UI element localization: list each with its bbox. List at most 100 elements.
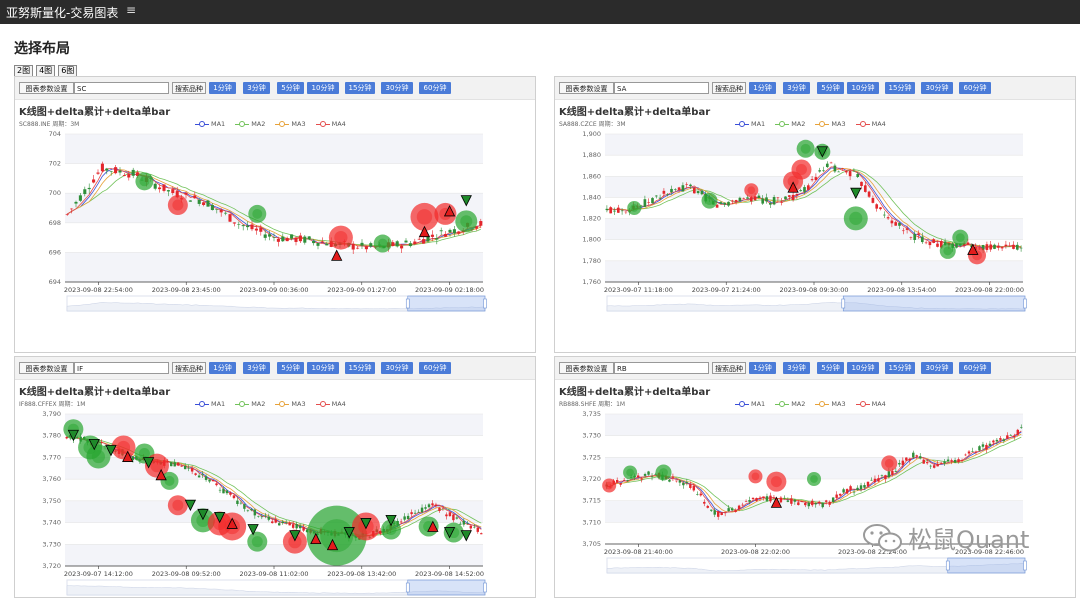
candle[interactable] [845, 489, 849, 494]
zoom-slider[interactable] [66, 579, 487, 596]
candle[interactable] [939, 462, 943, 464]
candle[interactable] [837, 171, 841, 173]
buy-marker[interactable] [427, 520, 439, 532]
candle[interactable] [222, 488, 225, 494]
candle[interactable] [176, 462, 180, 466]
candle[interactable] [408, 243, 412, 247]
candle[interactable] [768, 203, 772, 205]
zoom-slider[interactable] [606, 295, 1027, 312]
candle[interactable] [197, 199, 201, 204]
candle[interactable] [867, 191, 871, 197]
candle[interactable] [814, 177, 818, 181]
candle[interactable] [831, 497, 835, 503]
candle[interactable] [457, 231, 461, 234]
candle[interactable] [1004, 244, 1008, 247]
buy-marker[interactable] [443, 205, 456, 217]
candle[interactable] [647, 202, 651, 203]
candle[interactable] [668, 479, 671, 482]
candle[interactable] [818, 501, 821, 504]
candle[interactable] [671, 476, 675, 478]
candle[interactable] [654, 195, 658, 197]
candle[interactable] [254, 228, 258, 231]
chart-settings-button[interactable]: 图表参数设置 [559, 82, 614, 94]
candle[interactable] [999, 438, 1002, 440]
period-button[interactable]: 60分钟 [959, 362, 991, 374]
candle[interactable] [201, 474, 204, 476]
candle[interactable] [723, 202, 727, 205]
candle[interactable] [703, 501, 706, 504]
sell-marker[interactable] [289, 530, 301, 542]
candle[interactable] [891, 470, 894, 475]
zoom-slider[interactable] [606, 557, 1027, 574]
period-button[interactable]: 30分钟 [381, 82, 413, 94]
candle[interactable] [445, 514, 448, 517]
candle[interactable] [438, 507, 441, 511]
candle[interactable] [856, 174, 860, 177]
period-button[interactable]: 15分钟 [345, 82, 375, 94]
candle[interactable] [184, 192, 188, 195]
candle[interactable] [285, 238, 289, 242]
candle[interactable] [241, 225, 245, 227]
legend-item[interactable]: MA2 [235, 120, 265, 128]
candle[interactable] [761, 198, 765, 204]
candle[interactable] [833, 165, 837, 172]
sell-marker[interactable] [184, 499, 197, 512]
legend-item[interactable]: MA4 [855, 120, 886, 128]
symbol-input[interactable]: RB [614, 362, 709, 374]
search-symbol-button[interactable]: 搜索品种 [712, 82, 746, 94]
period-button[interactable]: 30分钟 [381, 362, 413, 374]
period-button[interactable]: 60分钟 [419, 82, 451, 94]
candle[interactable] [928, 242, 932, 246]
candle[interactable] [406, 515, 410, 520]
candle[interactable] [692, 187, 696, 194]
candle[interactable] [1009, 435, 1013, 436]
candle[interactable] [466, 523, 469, 524]
candle[interactable] [670, 188, 673, 193]
period-button[interactable]: 3分钟 [243, 82, 270, 94]
zoom-window[interactable] [842, 295, 1026, 312]
candle[interactable] [206, 200, 210, 207]
candle[interactable] [1006, 435, 1009, 439]
candle[interactable] [70, 208, 74, 210]
candle[interactable] [685, 184, 689, 185]
candle[interactable] [886, 217, 890, 219]
candle[interactable] [619, 483, 622, 485]
candle[interactable] [1020, 427, 1023, 428]
candle[interactable] [307, 236, 311, 240]
candle[interactable] [719, 202, 723, 204]
candle[interactable] [276, 238, 280, 242]
candle[interactable] [824, 500, 828, 502]
candle[interactable] [650, 476, 654, 478]
candle[interactable] [448, 229, 452, 233]
candle[interactable] [989, 244, 993, 250]
candle[interactable] [122, 175, 126, 176]
candle[interactable] [863, 185, 867, 192]
candle[interactable] [807, 502, 810, 507]
candle[interactable] [915, 455, 918, 457]
candle[interactable] [298, 235, 302, 242]
candle[interactable] [780, 201, 784, 203]
candle[interactable] [932, 465, 936, 468]
candle[interactable] [996, 245, 1000, 248]
candle[interactable] [957, 459, 960, 463]
candle[interactable] [859, 485, 863, 489]
candle[interactable] [474, 226, 478, 229]
candle[interactable] [779, 497, 783, 503]
legend-item[interactable]: MA1 [735, 120, 765, 128]
candle[interactable] [852, 171, 856, 172]
candle[interactable] [746, 197, 749, 199]
candle[interactable] [842, 489, 845, 493]
candle[interactable] [790, 498, 793, 504]
candle[interactable] [268, 234, 272, 237]
candle[interactable] [229, 492, 232, 495]
candle[interactable] [912, 452, 915, 458]
candlestick-chart[interactable]: 1,900 1,880 1,860 1,840 1,820 1,800 1,780 1,760… [555, 129, 1075, 352]
legend-item[interactable]: MA4 [855, 400, 886, 408]
sell-marker[interactable] [214, 511, 226, 524]
candle[interactable] [825, 163, 829, 168]
candle[interactable] [294, 237, 298, 242]
candle[interactable] [83, 189, 87, 195]
candle[interactable] [932, 239, 936, 243]
candle[interactable] [302, 527, 305, 531]
